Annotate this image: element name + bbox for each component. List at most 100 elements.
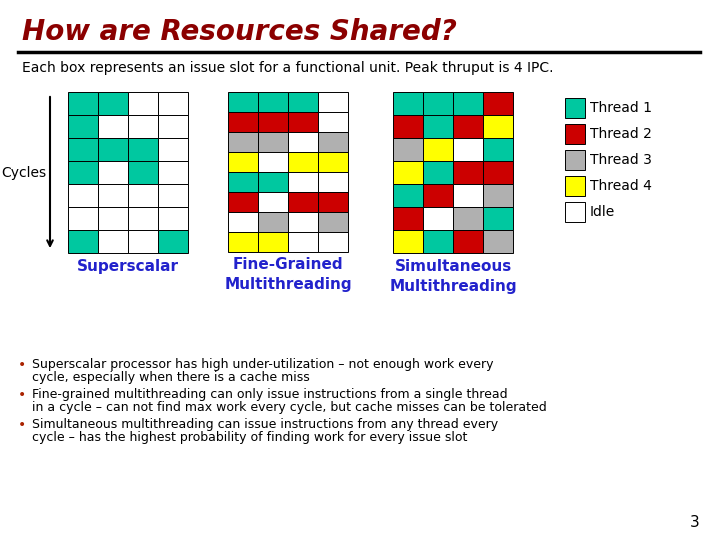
Bar — [128, 184, 158, 207]
Bar — [565, 98, 585, 118]
Bar — [393, 115, 423, 138]
Bar — [483, 207, 513, 230]
Bar — [68, 92, 98, 115]
Bar — [158, 115, 188, 138]
Bar — [98, 184, 128, 207]
Bar — [318, 172, 348, 192]
Bar — [318, 212, 348, 232]
Bar — [98, 92, 128, 115]
Bar — [158, 207, 188, 230]
Bar — [68, 230, 98, 253]
Bar — [258, 232, 288, 252]
Bar — [228, 92, 258, 112]
Bar — [158, 184, 188, 207]
Text: Thread 4: Thread 4 — [590, 179, 652, 193]
Bar — [483, 138, 513, 161]
Bar — [228, 192, 258, 212]
Bar — [393, 92, 423, 115]
Bar — [288, 152, 318, 172]
Bar — [258, 92, 288, 112]
Text: Superscalar processor has high under-utilization – not enough work every: Superscalar processor has high under-uti… — [32, 358, 493, 371]
Bar — [258, 112, 288, 132]
Bar — [68, 115, 98, 138]
Bar — [68, 184, 98, 207]
Text: Superscalar: Superscalar — [77, 259, 179, 274]
Bar — [288, 172, 318, 192]
Bar — [288, 232, 318, 252]
Text: 3: 3 — [690, 515, 700, 530]
Bar — [423, 138, 453, 161]
Bar — [128, 138, 158, 161]
Text: •: • — [18, 388, 26, 402]
Text: cycle, especially when there is a cache miss: cycle, especially when there is a cache … — [32, 372, 310, 384]
Bar — [158, 138, 188, 161]
Bar — [98, 207, 128, 230]
Bar — [393, 138, 423, 161]
Bar — [158, 230, 188, 253]
Bar — [68, 207, 98, 230]
Bar — [565, 202, 585, 222]
Bar — [288, 92, 318, 112]
Bar — [128, 161, 158, 184]
Bar — [228, 112, 258, 132]
Bar — [258, 172, 288, 192]
Bar — [128, 207, 158, 230]
Bar — [318, 192, 348, 212]
Text: cycle – has the highest probability of finding work for every issue slot: cycle – has the highest probability of f… — [32, 431, 467, 444]
Text: Simultaneous
Multithreading: Simultaneous Multithreading — [390, 259, 517, 294]
Bar — [288, 212, 318, 232]
Text: Fine-Grained
Multithreading: Fine-Grained Multithreading — [224, 257, 352, 292]
Bar — [318, 152, 348, 172]
Bar — [128, 115, 158, 138]
Bar — [258, 152, 288, 172]
Bar — [98, 115, 128, 138]
Bar — [453, 115, 483, 138]
Text: Idle: Idle — [590, 205, 616, 219]
Bar — [483, 230, 513, 253]
Bar — [393, 184, 423, 207]
Bar — [158, 161, 188, 184]
Bar — [158, 92, 188, 115]
Text: •: • — [18, 418, 26, 432]
Bar — [318, 232, 348, 252]
Bar — [98, 161, 128, 184]
Bar — [453, 161, 483, 184]
Bar — [453, 230, 483, 253]
Bar — [393, 207, 423, 230]
Text: How are Resources Shared?: How are Resources Shared? — [22, 18, 457, 46]
Bar — [423, 161, 453, 184]
Bar — [318, 92, 348, 112]
Bar — [68, 138, 98, 161]
Bar — [423, 92, 453, 115]
Text: in a cycle – can not find max work every cycle, but cache misses can be tolerate: in a cycle – can not find max work every… — [32, 402, 546, 415]
Bar — [258, 192, 288, 212]
Bar — [423, 230, 453, 253]
Bar — [288, 112, 318, 132]
Bar — [228, 232, 258, 252]
Text: Fine-grained multithreading can only issue instructions from a single thread: Fine-grained multithreading can only iss… — [32, 388, 508, 401]
Bar — [453, 207, 483, 230]
Text: Simultaneous multithreading can issue instructions from any thread every: Simultaneous multithreading can issue in… — [32, 418, 498, 431]
Bar — [228, 172, 258, 192]
Bar — [393, 161, 423, 184]
Bar — [453, 184, 483, 207]
Text: Thread 1: Thread 1 — [590, 101, 652, 115]
Bar — [423, 207, 453, 230]
Text: •: • — [18, 358, 26, 372]
Bar — [318, 112, 348, 132]
Bar — [288, 132, 318, 152]
Bar — [483, 115, 513, 138]
Bar — [565, 176, 585, 196]
Bar — [483, 161, 513, 184]
Bar — [423, 184, 453, 207]
Bar — [453, 92, 483, 115]
Bar — [258, 212, 288, 232]
Bar — [68, 161, 98, 184]
Bar — [318, 132, 348, 152]
Text: Cycles: Cycles — [1, 165, 46, 179]
Bar — [98, 138, 128, 161]
Bar — [228, 132, 258, 152]
Bar — [393, 230, 423, 253]
Bar — [228, 152, 258, 172]
Text: Each box represents an issue slot for a functional unit. Peak thruput is 4 IPC.: Each box represents an issue slot for a … — [22, 61, 554, 75]
